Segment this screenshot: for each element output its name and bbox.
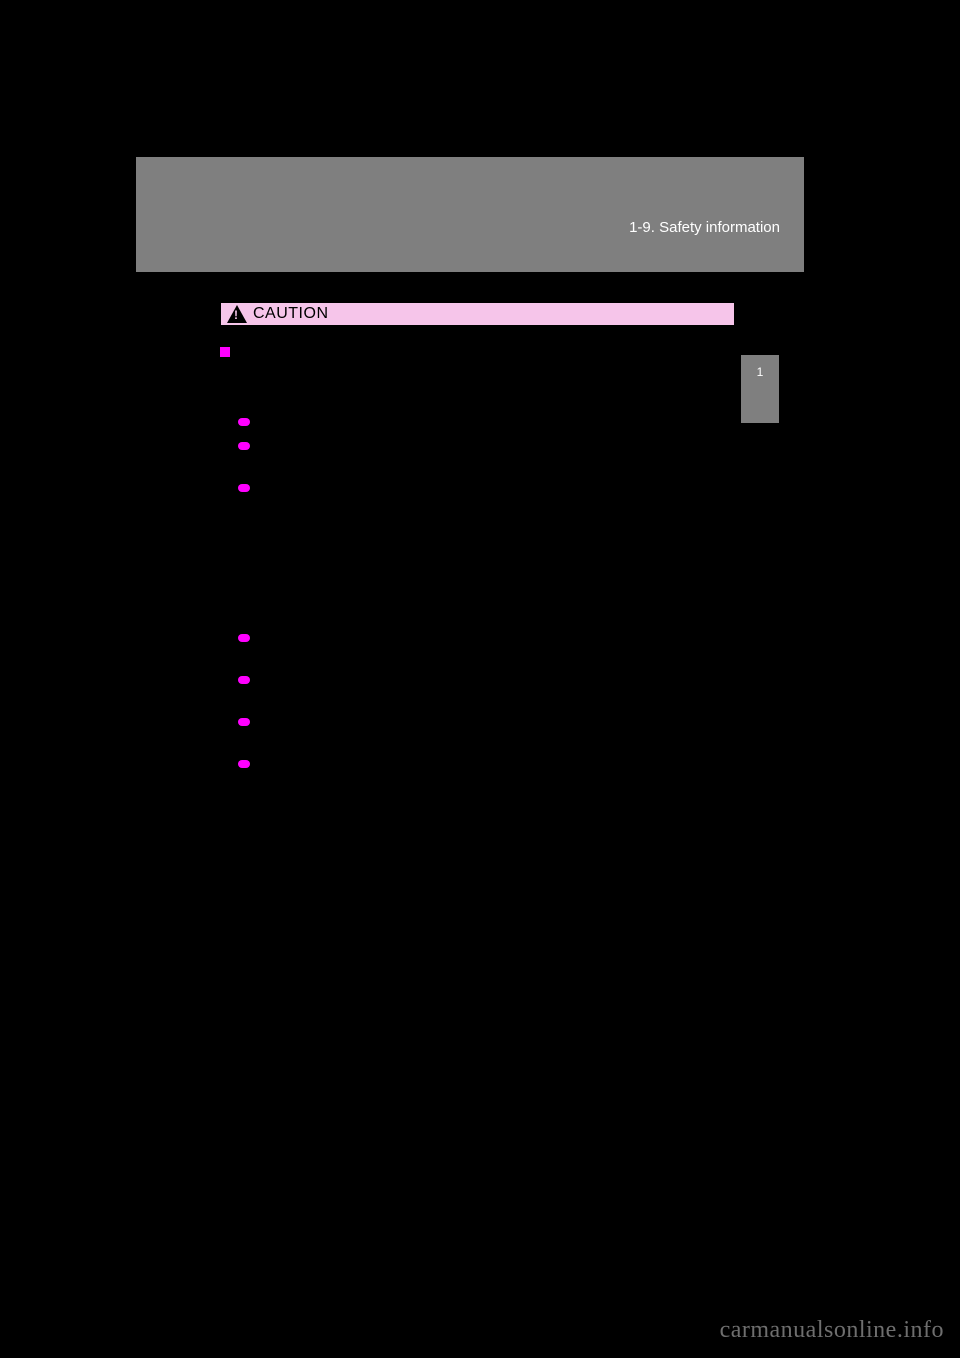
bullet-icon [238, 718, 250, 726]
bullet-text [258, 672, 735, 704]
bullet-row [238, 672, 735, 704]
bullet-row [238, 714, 735, 746]
bullet-row [238, 756, 735, 788]
section-marker-icon [220, 347, 230, 357]
caution-bar: ! CAUTION [220, 302, 735, 326]
bullet-icon [238, 760, 250, 768]
bullet-text [258, 438, 735, 470]
bullet-icon [238, 676, 250, 684]
bullet-row [238, 414, 735, 428]
bullet-text [258, 756, 735, 788]
bullet-text [258, 480, 735, 620]
breadcrumb: 1-9. Safety information [629, 219, 780, 236]
warning-icon: ! [227, 305, 247, 323]
bullet-icon [238, 484, 250, 492]
bullet-text [258, 714, 735, 746]
watermark: carmanualsonline.info [720, 1317, 944, 1344]
header-bar: 1-9. Safety information [136, 157, 804, 272]
bullet-row [238, 438, 735, 470]
chapter-tab: 1 [741, 355, 779, 423]
chapter-tab-label: 1 [757, 365, 764, 379]
section-heading-row [220, 344, 735, 358]
section-title [238, 344, 735, 358]
bullet-icon [238, 418, 250, 426]
content-region [220, 336, 735, 788]
bullet-text [258, 414, 735, 428]
section-intro [238, 364, 735, 404]
bullet-row [238, 630, 735, 662]
bullet-row [238, 480, 735, 620]
bullet-text [258, 630, 735, 662]
bullet-icon [238, 442, 250, 450]
caution-label: CAUTION [253, 305, 329, 323]
bullet-icon [238, 634, 250, 642]
